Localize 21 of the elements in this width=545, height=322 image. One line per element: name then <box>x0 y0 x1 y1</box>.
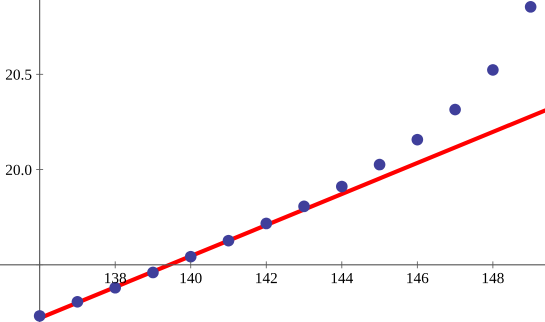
point <box>374 158 386 170</box>
point <box>487 64 499 76</box>
x-tick-label: 140 <box>180 272 202 284</box>
y-tick-label: 20.0 <box>6 164 32 176</box>
y-tick-label: 20.5 <box>6 69 32 80</box>
point <box>184 250 197 262</box>
x-tick-label: 142 <box>256 272 277 284</box>
x-tick-label: 144 <box>332 272 354 284</box>
x-tick-label: 138 <box>105 272 126 284</box>
point <box>336 180 348 192</box>
x-tick-label: 148 <box>482 272 504 284</box>
point <box>524 1 536 13</box>
point <box>449 104 461 116</box>
point <box>260 218 272 230</box>
point <box>34 310 46 322</box>
point <box>72 296 84 308</box>
point <box>298 200 310 212</box>
point <box>412 134 424 146</box>
point <box>147 266 159 278</box>
x-tick-label: 146 <box>407 272 428 284</box>
point <box>222 234 234 246</box>
